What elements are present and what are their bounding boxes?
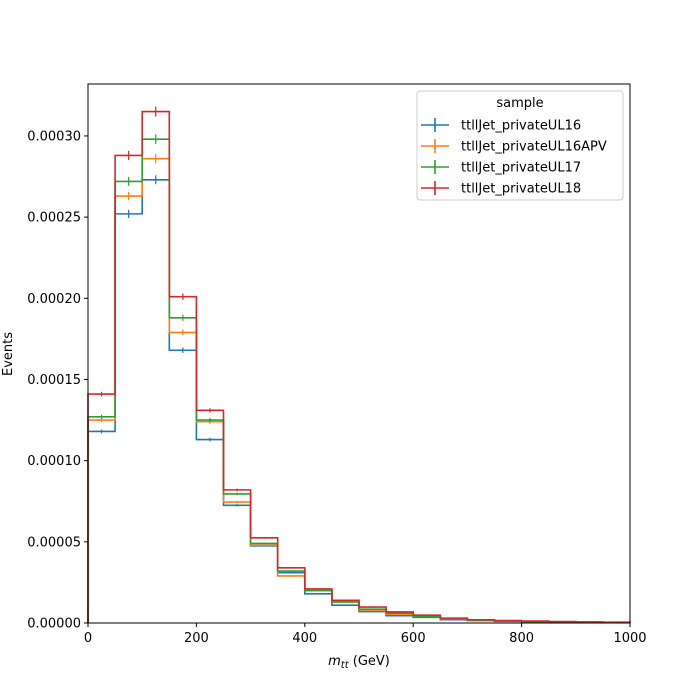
y-tick-label: 0.00025 xyxy=(27,211,81,226)
x-tick-label: 0 xyxy=(84,631,92,646)
legend-title: sample xyxy=(496,96,543,111)
x-axis-title-main: m xyxy=(328,654,341,669)
legend-entry: ttllJet_privateUL17 xyxy=(421,160,581,176)
x-tick-label: 800 xyxy=(509,631,534,646)
y-tick-label: 0.00020 xyxy=(27,292,81,307)
series-line-4 xyxy=(87,110,631,623)
x-tick-label: 600 xyxy=(401,631,426,646)
legend-label: ttllJet_privateUL18 xyxy=(461,182,581,197)
x-axis-title-sub: tt xyxy=(341,660,350,671)
legend-entry: ttllJet_privateUL16 xyxy=(421,118,581,134)
x-axis: 0 200 400 600 800 1000 xyxy=(84,623,647,646)
legend-box xyxy=(416,90,624,201)
x-axis-title: mtt (GeV) xyxy=(328,654,390,671)
y-axis: 0.00000 0.00005 0.00010 0.00015 0.00020 0.000… xyxy=(27,129,88,632)
x-tick-label: 400 xyxy=(292,631,317,646)
legend-label: ttllJet_privateUL16APV xyxy=(461,140,607,155)
y-tick-label: 0.00010 xyxy=(27,454,81,469)
legend-label: ttllJet_privateUL16 xyxy=(461,119,581,134)
y-tick-label: 0.00005 xyxy=(27,535,81,550)
plot-frame xyxy=(87,83,631,624)
y-tick-label: 0.00000 xyxy=(27,617,81,632)
plot-area xyxy=(87,106,631,624)
y-axis-title: Events xyxy=(1,332,16,376)
x-tick-label: 1000 xyxy=(613,631,646,646)
legend: sample ttllJet_privateUL16 ttllJet_privat… xyxy=(416,90,624,201)
legend-entry: ttllJet_privateUL18 xyxy=(421,181,581,197)
x-axis-title-unit: (GeV) xyxy=(349,654,390,669)
x-tick-label: 200 xyxy=(184,631,209,646)
legend-entry: ttllJet_privateUL16APV xyxy=(421,139,607,155)
legend-label: ttllJet_privateUL17 xyxy=(461,161,581,176)
y-tick-label: 0.00015 xyxy=(27,373,81,388)
y-tick-label: 0.00030 xyxy=(27,129,81,144)
